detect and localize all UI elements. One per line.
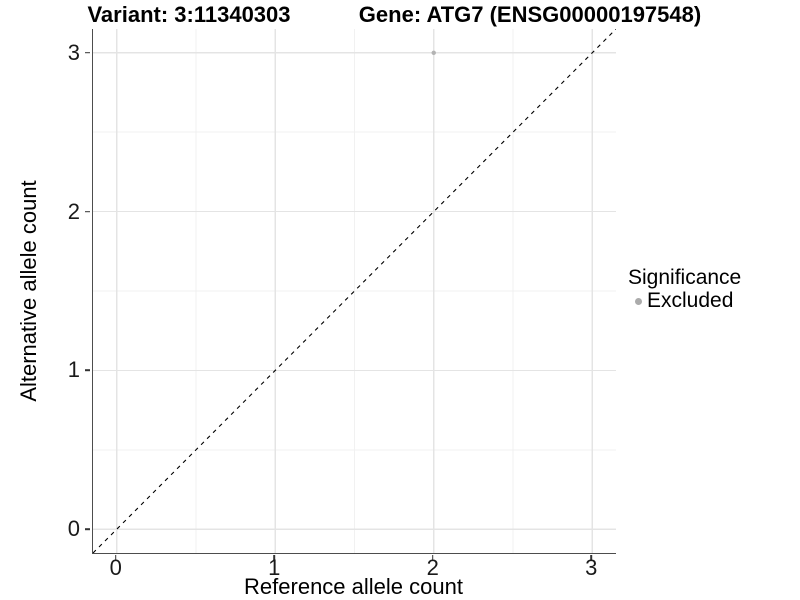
x-tick-mark <box>590 554 593 560</box>
legend-entry-excluded: Excluded <box>628 290 741 312</box>
y-tick-mark <box>85 210 91 213</box>
x-tick-mark <box>273 554 276 560</box>
x-axis-title: Reference allele count <box>244 574 463 599</box>
legend-title: Significance <box>628 266 742 289</box>
y-tick-mark <box>85 528 91 530</box>
data-point <box>431 50 436 56</box>
x-tick-label: 3 <box>585 555 598 580</box>
y-tick-label: 2 <box>67 198 80 224</box>
y-tick-label: 3 <box>67 39 80 65</box>
y-axis-title: Alternative allele count <box>16 180 41 402</box>
x-tick-label: 0 <box>109 555 122 580</box>
x-tick-label: 1 <box>268 555 281 580</box>
legend: Significance Excluded <box>628 267 741 312</box>
y-tick-label: 1 <box>67 357 80 383</box>
y-tick-label: 0 <box>67 516 80 542</box>
x-tick-mark <box>114 554 117 560</box>
plot-title-gene: Gene: ATG7 (ENSG00000197548) <box>358 2 702 27</box>
y-tick-mark <box>85 52 91 54</box>
x-tick-mark <box>431 554 434 560</box>
plot-panel <box>92 29 616 554</box>
x-tick-label: 2 <box>426 555 439 580</box>
legend-point-icon <box>635 297 642 305</box>
legend-entry-label: Excluded <box>647 289 734 312</box>
plot-panel-canvas <box>93 29 616 553</box>
y-tick-mark <box>85 369 91 372</box>
plot-title-variant: Variant: 3:11340303 <box>87 2 291 27</box>
